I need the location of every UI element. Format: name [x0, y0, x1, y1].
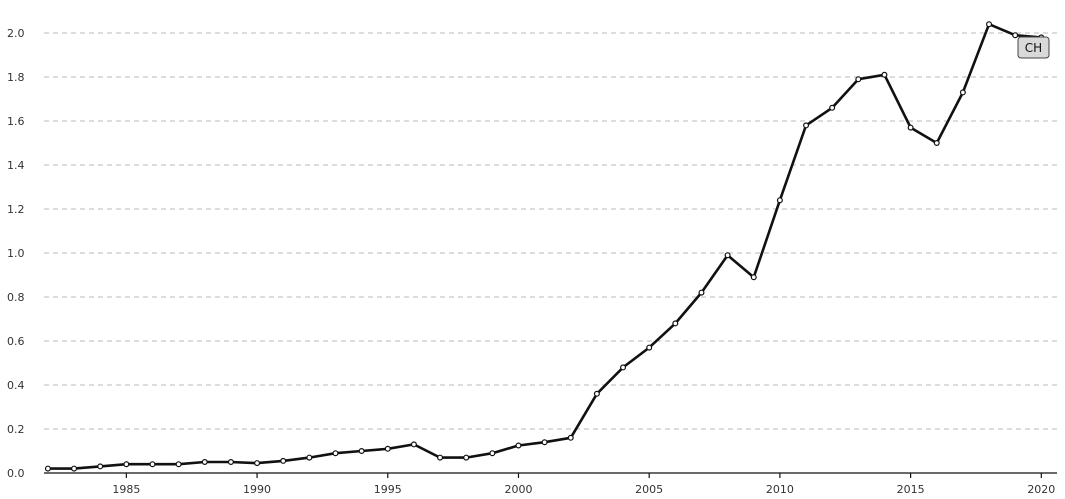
data-point — [97, 463, 104, 470]
data-point — [776, 197, 783, 204]
axes — [44, 472, 1057, 478]
data-point — [515, 442, 522, 449]
y-tick-label: 1.4 — [7, 159, 25, 172]
series-badge: CH — [1017, 36, 1050, 59]
data-point — [44, 465, 51, 472]
y-tick-label: 1.0 — [7, 247, 25, 260]
data-point — [907, 124, 914, 131]
y-tick-label: 0.2 — [7, 423, 25, 436]
data-point — [724, 252, 731, 259]
x-tick-label: 2020 — [1027, 483, 1055, 496]
data-point — [593, 390, 600, 397]
data-point — [959, 89, 966, 96]
x-tick-label: 2000 — [504, 483, 532, 496]
data-point — [672, 320, 679, 327]
data-point — [933, 140, 940, 147]
data-point — [803, 122, 810, 129]
data-point — [750, 274, 757, 281]
data-point — [306, 454, 313, 461]
y-tick-label: 0.0 — [7, 467, 25, 480]
y-tick-label: 0.6 — [7, 335, 25, 348]
data-point — [1012, 32, 1019, 39]
data-point — [489, 450, 496, 457]
x-tick-label: 2010 — [766, 483, 794, 496]
data-point — [986, 21, 993, 28]
y-tick-label: 2.0 — [7, 27, 25, 40]
data-point — [149, 461, 156, 468]
data-point — [175, 461, 182, 468]
x-tick-label: 2015 — [897, 483, 925, 496]
tick-labels: 0.0 0.2 0.4 0.6 0.8 1.0 1.2 1.4 1.6 1.8 2.0 1985 199… — [7, 27, 1055, 496]
data-point — [201, 459, 208, 466]
data-point — [358, 448, 365, 455]
data-point — [410, 441, 417, 448]
data-point — [567, 434, 574, 441]
data-point — [881, 71, 888, 78]
series-badge-label: CH — [1025, 41, 1042, 55]
x-tick-label: 2005 — [635, 483, 663, 496]
data-point — [855, 76, 862, 83]
y-tick-label: 1.8 — [7, 71, 25, 84]
data-point — [71, 465, 78, 472]
x-tick-label: 1995 — [374, 483, 402, 496]
y-tick-label: 1.6 — [7, 115, 25, 128]
data-point — [254, 460, 261, 467]
data-point — [280, 457, 287, 464]
data-point — [437, 454, 444, 461]
data-point — [227, 459, 234, 466]
data-point — [384, 445, 391, 452]
x-tick-label: 1990 — [243, 483, 271, 496]
data-point — [332, 450, 339, 457]
y-tick-label: 1.2 — [7, 203, 25, 216]
data-point — [123, 461, 130, 468]
data-point — [463, 454, 470, 461]
data-point — [541, 439, 548, 446]
grid-lines — [44, 32, 1057, 430]
series-badge-box — [1017, 36, 1050, 59]
data-point — [646, 344, 653, 351]
y-tick-label: 0.4 — [7, 379, 25, 392]
data-point — [829, 104, 836, 111]
series-line — [46, 22, 1043, 470]
y-tick-label: 0.8 — [7, 291, 25, 304]
series-layer — [44, 21, 1045, 472]
data-point — [698, 289, 705, 296]
x-tick-label: 1985 — [112, 483, 140, 496]
data-point — [620, 364, 627, 371]
